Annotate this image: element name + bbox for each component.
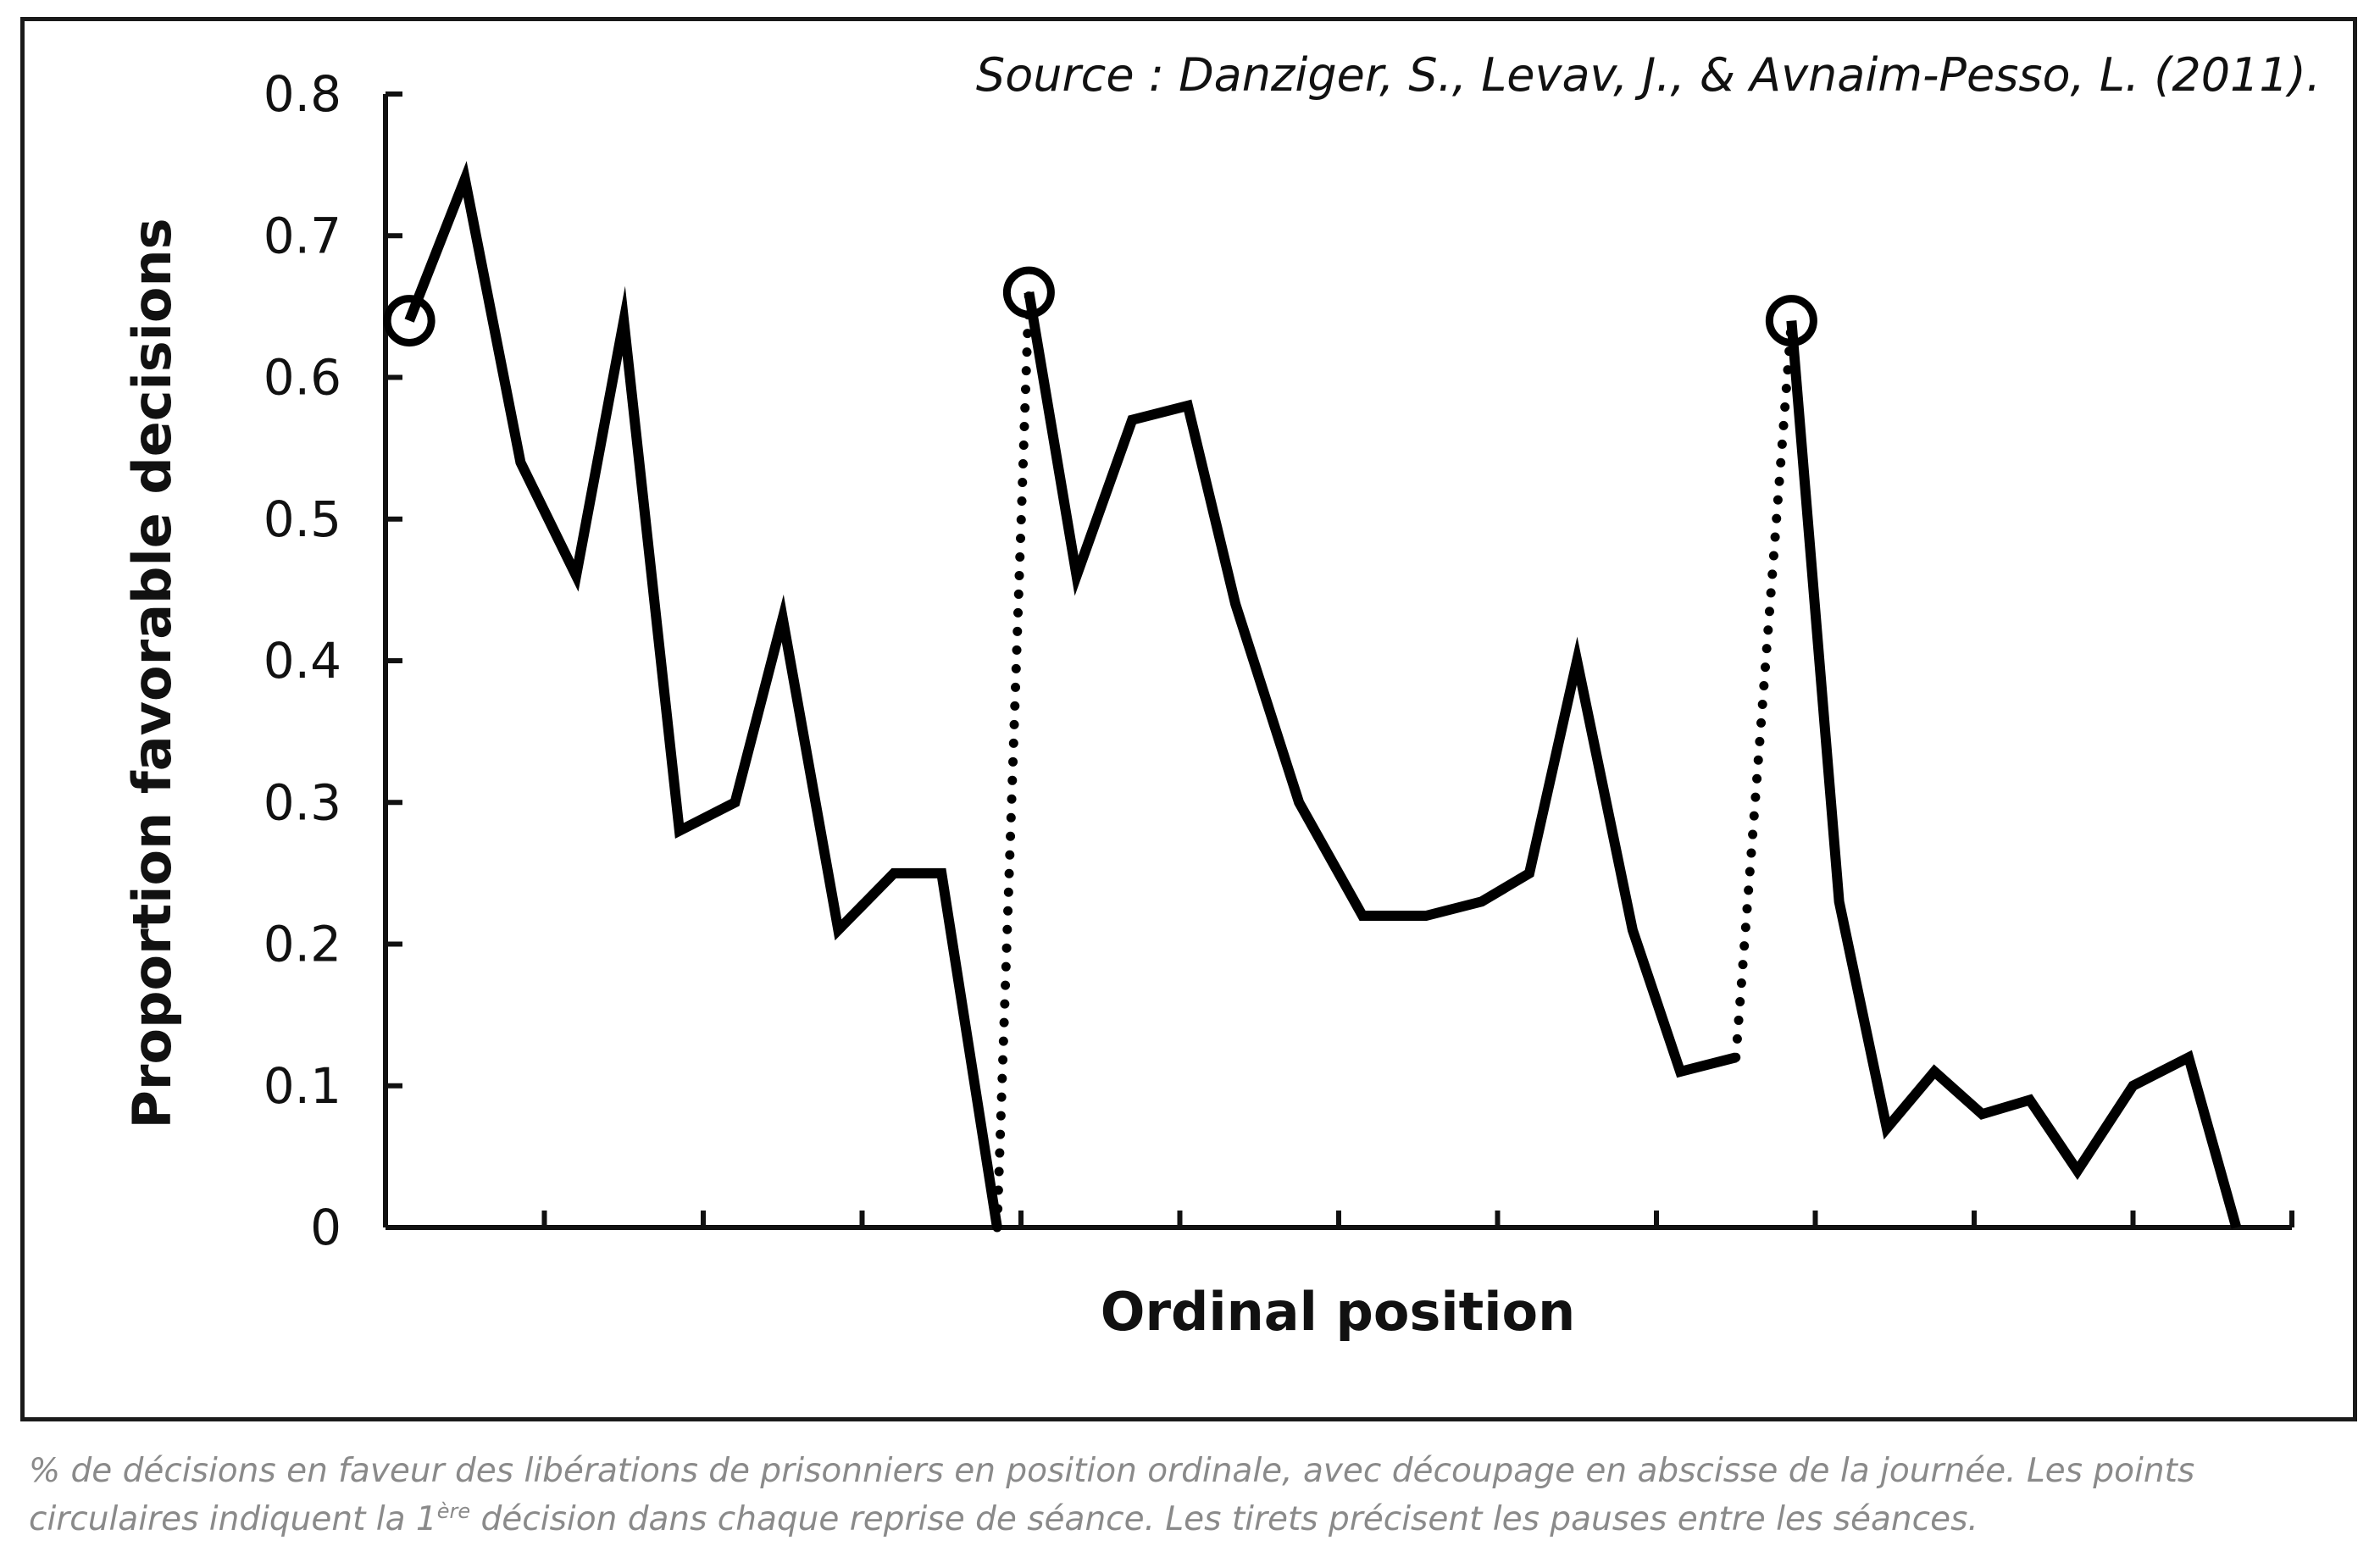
chart-frame: Source : Danziger, S., Levav, J., & Avna… <box>20 17 2357 1421</box>
y-tick-label: 0.3 <box>264 773 341 831</box>
y-tick-label: 0.5 <box>264 490 341 548</box>
source-citation: Source : Danziger, S., Levav, J., & Avna… <box>976 48 2321 102</box>
caption-text-2: décision dans chaque reprise de séance. … <box>470 1500 1978 1538</box>
y-axis-title: Proportion favorable decisions <box>121 218 183 1128</box>
x-axis-title: Ordinal position <box>1101 1281 1575 1343</box>
break-dotted-line <box>1731 316 1796 1062</box>
y-tick-label: 0.2 <box>264 916 341 973</box>
session-line <box>404 161 1002 1228</box>
session-line <box>1786 320 2242 1229</box>
session-start-circle <box>383 295 436 347</box>
session-start-circle <box>1765 295 1817 347</box>
series-lines <box>404 161 2242 1229</box>
y-tick-label: 0.8 <box>264 65 341 123</box>
caption-text-1: % de décisions en faveur des libérations… <box>29 1452 2195 1538</box>
session-start-circle <box>1002 266 1055 319</box>
y-tick-label: 0.7 <box>264 207 341 264</box>
caption-superscript: ère <box>436 1499 471 1523</box>
session-line <box>1024 291 1738 1078</box>
session-start-markers <box>383 266 1817 347</box>
figure-caption: % de décisions en faveur des libérations… <box>29 1447 2350 1543</box>
y-tick-label: 0.1 <box>264 1057 341 1115</box>
y-tick-label: 0.4 <box>264 632 341 690</box>
y-tick-label: 0 <box>310 1199 341 1256</box>
line-chart: Source : Danziger, S., Levav, J., & Avna… <box>121 48 2321 1343</box>
session-breaks <box>992 287 1796 1233</box>
axes <box>383 91 2294 1230</box>
break-dotted-line <box>992 287 1034 1233</box>
y-tick-labels: 0 0.1 0.2 0.3 0.4 0.5 0.6 0.7 0.8 <box>264 65 341 1256</box>
y-tick-label: 0.6 <box>264 349 341 407</box>
